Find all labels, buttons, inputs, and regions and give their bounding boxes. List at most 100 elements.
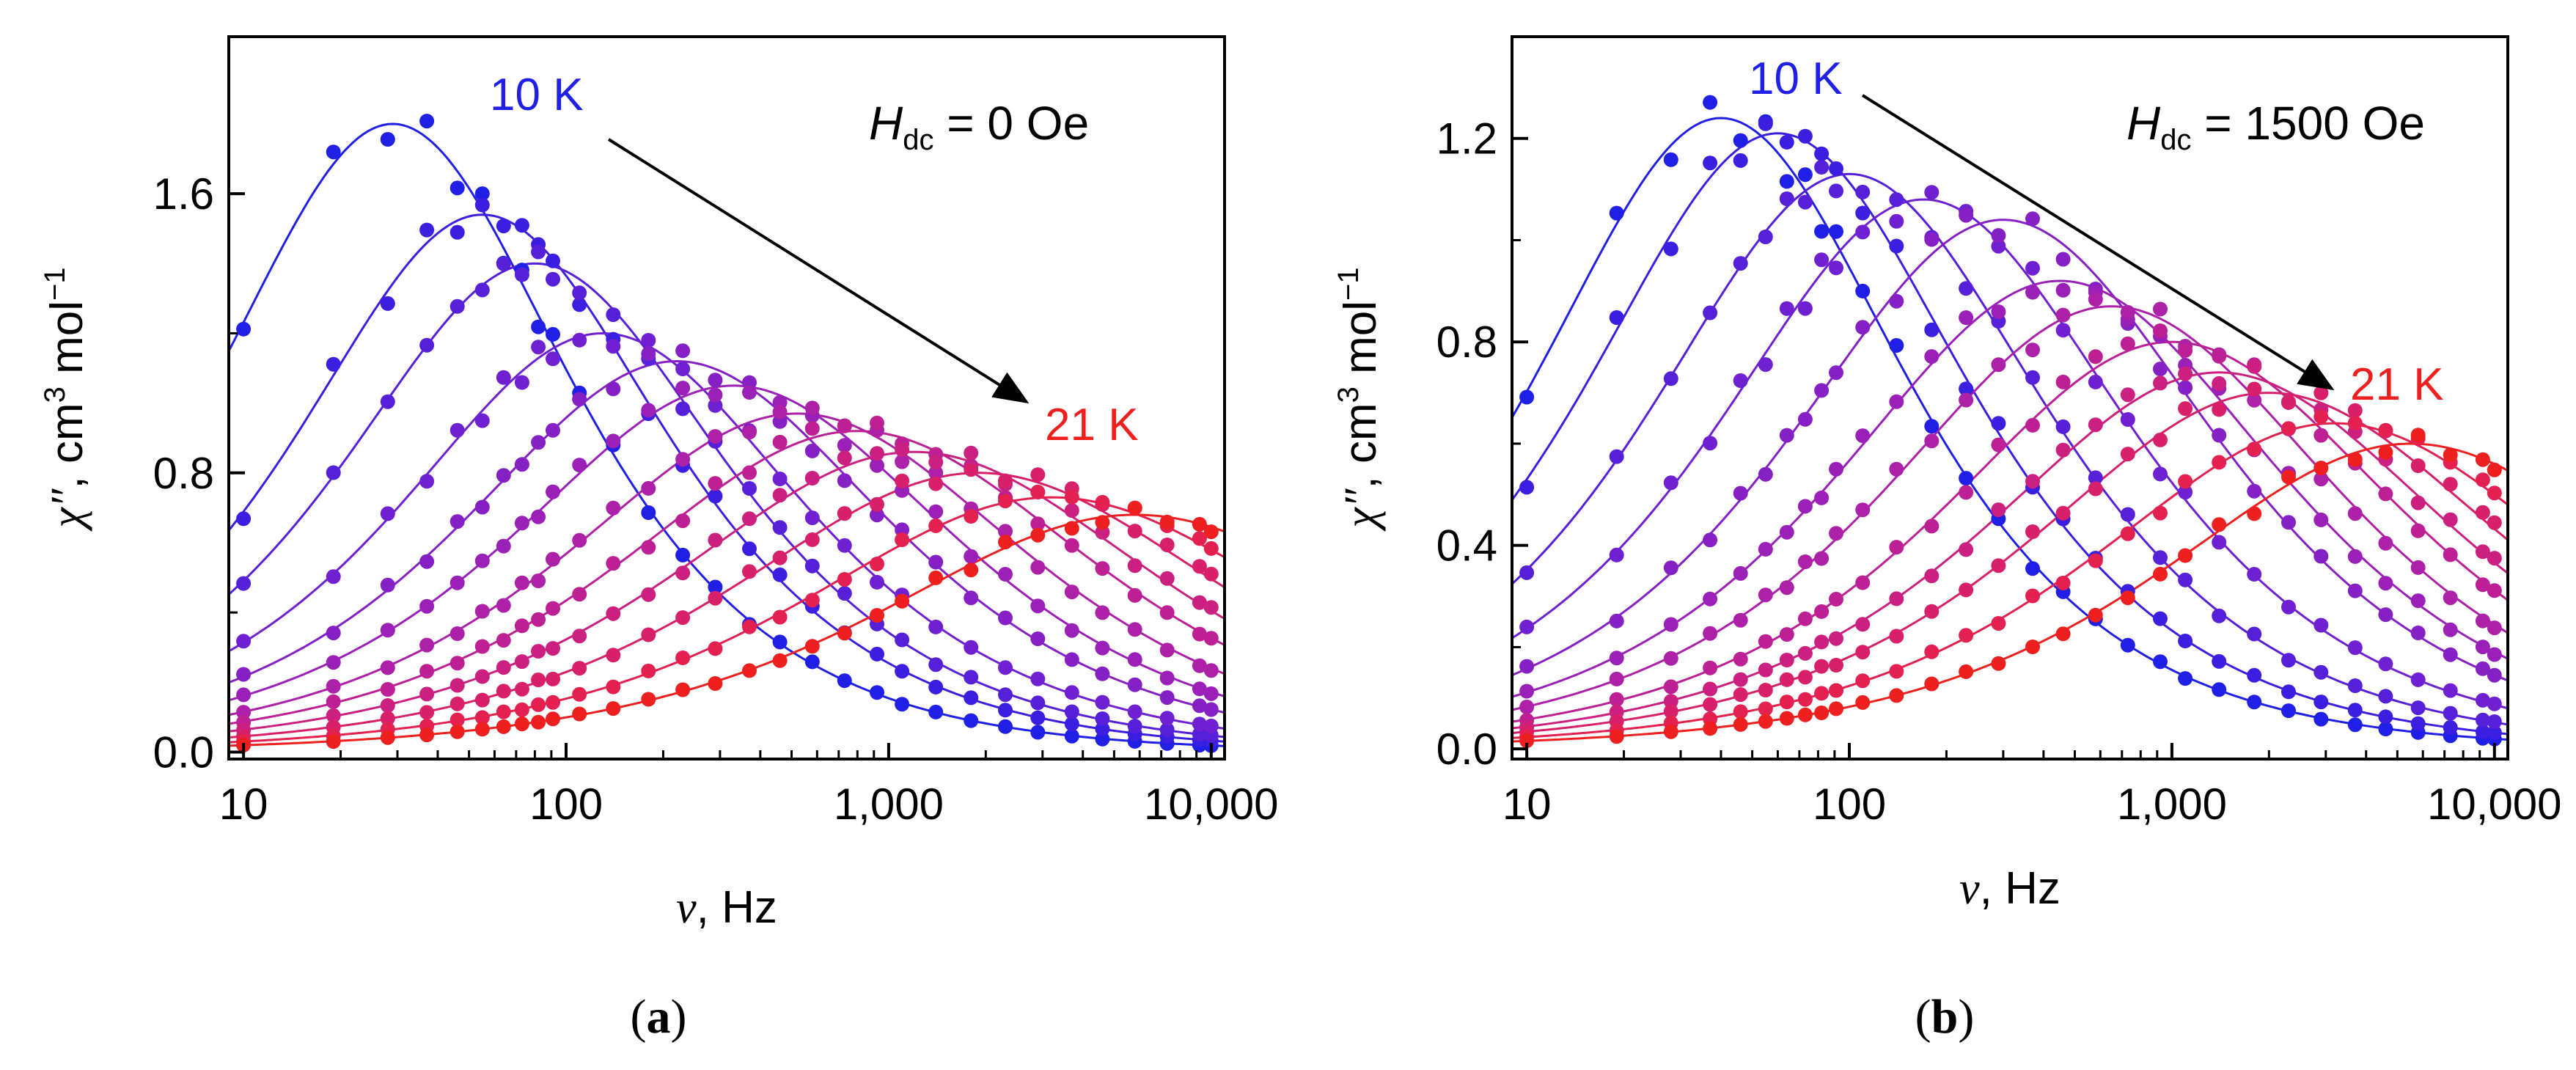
- series-20K-point: [1758, 701, 1773, 717]
- series-17K-point: [870, 415, 884, 430]
- series-17K-point: [2212, 348, 2227, 364]
- series-13K-point: [2088, 374, 2103, 389]
- series-16K-point: [2055, 307, 2071, 323]
- series-17K-point: [2025, 417, 2040, 433]
- series-12K-point: [1192, 727, 1207, 741]
- series-20K-point: [772, 609, 788, 625]
- series-11K-point: [380, 296, 395, 311]
- series-10K-point: [1814, 224, 1830, 239]
- series-18K-point: [870, 446, 884, 461]
- series-19K-point: [1127, 524, 1142, 539]
- series-13K-point: [514, 375, 529, 390]
- series-18K-point: [514, 654, 529, 670]
- series-18K-point: [326, 708, 341, 723]
- series-16K-curve: [1512, 305, 2508, 711]
- series-21K-point: [2475, 452, 2490, 467]
- series-16K-point: [708, 429, 723, 444]
- panel-b-condition-symbol: H: [2127, 97, 2161, 150]
- series-13K-point: [1733, 373, 1748, 388]
- series-13K-point: [2378, 656, 2393, 672]
- series-12K-point: [2088, 470, 2103, 485]
- panel-b-y-axis-sup: 3: [1332, 386, 1365, 403]
- series-17K-point: [1127, 587, 1142, 603]
- series-14K-point: [675, 343, 691, 359]
- series-13K-point: [1829, 260, 1843, 276]
- series-11K-point: [1889, 238, 1904, 254]
- series-13K-point: [1703, 436, 1718, 451]
- series-10K-point: [964, 713, 979, 728]
- series-15K-point: [531, 509, 546, 524]
- panel-a-xtick-label: 100: [529, 780, 603, 829]
- series-17K-point: [2487, 583, 2502, 598]
- panel-b-y-axis-sup2: −1: [1332, 267, 1365, 301]
- panel-a-y-axis-sup2: −1: [39, 267, 71, 301]
- series-21K-point: [380, 730, 395, 745]
- series-20K-point: [1203, 541, 1219, 556]
- panel-b-y-axis-unit: , cm: [1335, 403, 1386, 488]
- series-10K-point: [870, 685, 884, 700]
- series-12K-point: [236, 576, 252, 591]
- series-21K-point: [326, 734, 341, 749]
- panel-a-y-axis-sup: 3: [39, 386, 71, 403]
- series-16K-point: [1779, 580, 1794, 596]
- series-15K-point: [236, 687, 252, 703]
- series-19K-point: [708, 590, 723, 606]
- series-12K-point: [1095, 711, 1110, 726]
- series-10K-point: [1703, 95, 1718, 110]
- panel-b-ytick-label: 0.0: [1436, 725, 1497, 774]
- series-12K-point: [1609, 449, 1624, 464]
- series-13K-point: [546, 351, 560, 367]
- series-13K-point: [1095, 695, 1110, 710]
- series-15K-point: [2025, 285, 2040, 300]
- series-14K-point: [236, 667, 252, 682]
- series-11K-point: [964, 690, 979, 706]
- series-21K-point: [895, 593, 910, 609]
- series-16K-point: [1855, 502, 1871, 518]
- series-17K-curve: [1512, 340, 2508, 723]
- panel-a-caption-letter: a: [647, 990, 671, 1044]
- series-11K-point: [546, 253, 560, 268]
- series-12K-point: [895, 632, 910, 648]
- series-15K-point: [546, 484, 560, 499]
- series-14K-point: [1959, 208, 1974, 223]
- series-15K-point: [837, 438, 852, 453]
- series-17K-point: [675, 513, 691, 529]
- series-17K-point: [1030, 516, 1046, 532]
- series-17K-point: [1797, 611, 1813, 626]
- series-14K-point: [419, 554, 435, 569]
- series-19K-point: [2313, 385, 2329, 400]
- series-12K-point: [2410, 700, 2426, 716]
- series-15K-curve: [229, 384, 1225, 702]
- series-15K-point: [1889, 394, 1904, 409]
- series-15K-point: [742, 385, 757, 400]
- series-15K-point: [1095, 640, 1110, 656]
- series-14K-point: [2153, 362, 2168, 377]
- series-18K-point: [837, 450, 852, 466]
- panel-b-frame: [1511, 35, 2509, 761]
- series-18K-point: [2025, 474, 2040, 489]
- series-21K-point: [1192, 516, 1207, 532]
- series-18K-point: [2153, 375, 2168, 391]
- series-17K-point: [641, 540, 656, 555]
- series-21K-point: [1814, 706, 1830, 720]
- series-15K-point: [1758, 541, 1773, 557]
- series-18K-point: [449, 678, 465, 693]
- series-12K-point: [1064, 704, 1079, 719]
- series-16K-point: [326, 678, 341, 694]
- series-20K-point: [531, 697, 546, 712]
- series-21K-point: [1663, 724, 1678, 739]
- series-10K-point: [1064, 728, 1079, 744]
- series-16K-point: [742, 425, 757, 440]
- series-13K-point: [2247, 567, 2262, 582]
- series-10K-point: [326, 144, 341, 160]
- series-11K-point: [2153, 611, 2168, 626]
- series-14K-point: [474, 499, 490, 515]
- series-14K-point: [1519, 659, 1535, 674]
- panel-b-xtick-label: 10,000: [2427, 780, 2562, 829]
- series-16K-point: [1814, 551, 1830, 566]
- panel-b-x-axis-symbol: ν: [1959, 864, 1980, 914]
- series-16K-point: [928, 465, 944, 480]
- series-12K-point: [474, 282, 490, 298]
- series-14K-point: [641, 346, 656, 362]
- series-17K-point: [1814, 604, 1830, 619]
